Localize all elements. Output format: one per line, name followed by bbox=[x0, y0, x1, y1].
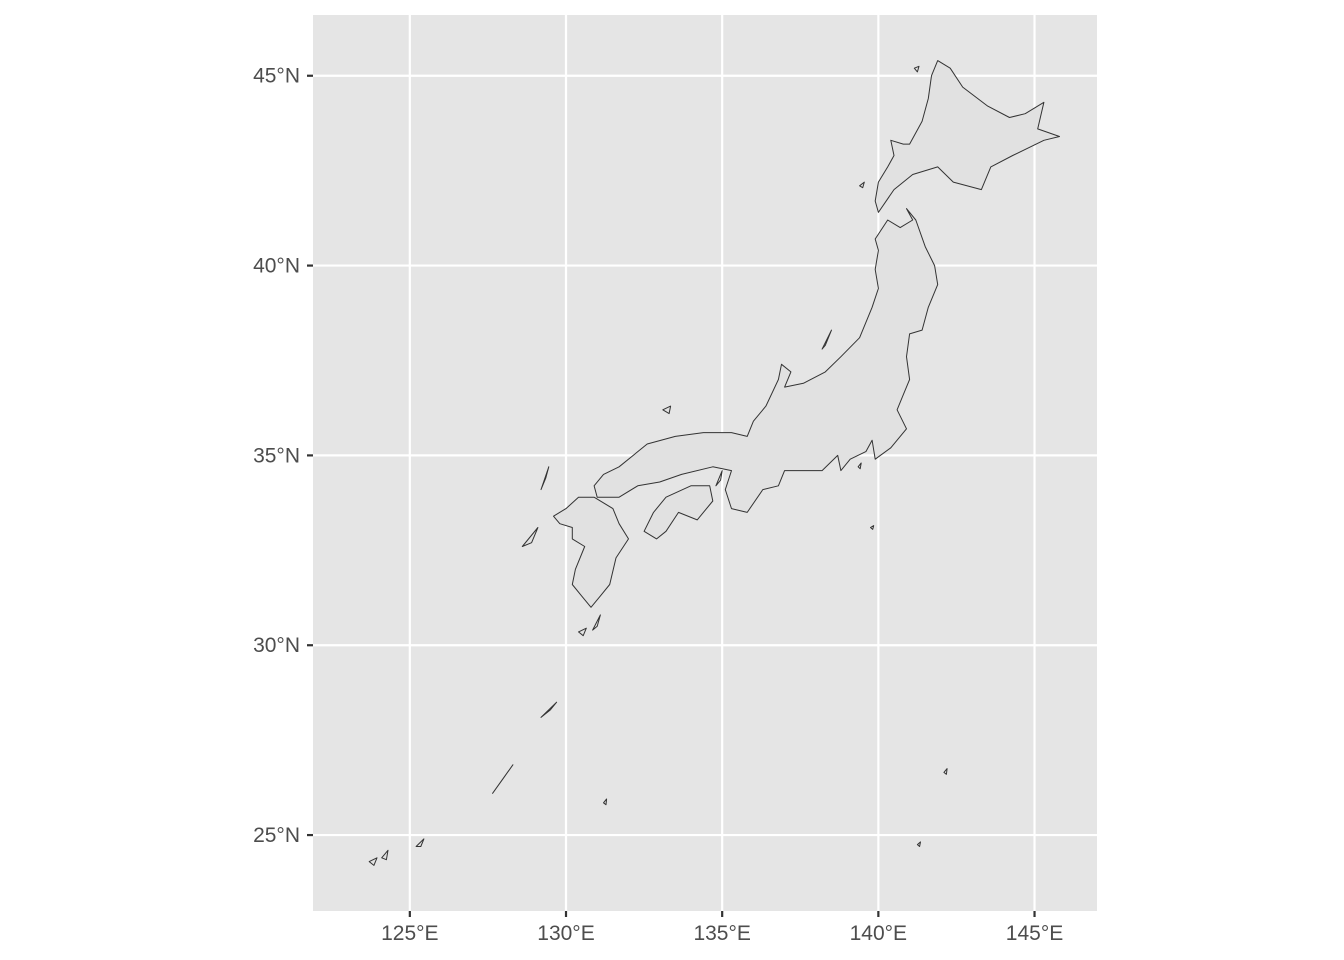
lat-tick-label: 45°N bbox=[253, 65, 300, 88]
land-rishiri bbox=[913, 65, 920, 73]
lat-tick-label: 30°N bbox=[253, 634, 300, 657]
land-iriomote bbox=[368, 857, 378, 866]
land-ogasawara bbox=[943, 768, 948, 775]
land-oki bbox=[662, 405, 672, 415]
land-sado bbox=[821, 329, 832, 350]
land-okinawa bbox=[492, 764, 514, 794]
lon-tick-label: 145°E bbox=[1006, 922, 1063, 945]
lon-tick-label: 140°E bbox=[850, 922, 907, 945]
longitude-axis: 125°E 130°E 135°E 140°E 145°E bbox=[381, 911, 1063, 945]
land-kyushu bbox=[553, 496, 629, 608]
lon-tick-label: 130°E bbox=[537, 922, 594, 945]
land-awaji bbox=[715, 470, 723, 487]
lat-tick-label: 35°N bbox=[253, 444, 300, 467]
land-tanegashima bbox=[592, 614, 601, 631]
latitude-axis: 25°N 30°N 35°N 40°N 45°N bbox=[253, 65, 313, 847]
lat-tick-label: 25°N bbox=[253, 824, 300, 847]
land-iwo bbox=[916, 841, 921, 847]
lon-tick-label: 135°E bbox=[693, 922, 750, 945]
land-miyako bbox=[415, 838, 425, 847]
land-amami bbox=[540, 701, 558, 718]
land-hachijojima bbox=[870, 525, 875, 530]
land-okushiri bbox=[859, 181, 865, 189]
land-ishigaki bbox=[381, 849, 389, 861]
land-izu-oshima bbox=[857, 462, 862, 470]
land-honshu bbox=[593, 208, 939, 513]
land-oki-daito bbox=[603, 798, 608, 806]
land-goto bbox=[521, 527, 539, 547]
land-shikoku bbox=[643, 485, 714, 540]
lon-tick-label: 125°E bbox=[381, 922, 438, 945]
lat-tick-label: 40°N bbox=[253, 255, 300, 278]
land-hokkaido bbox=[874, 60, 1060, 213]
land-yakushima bbox=[578, 627, 587, 637]
land-tsushima bbox=[540, 466, 550, 491]
land-layer bbox=[368, 60, 1060, 866]
